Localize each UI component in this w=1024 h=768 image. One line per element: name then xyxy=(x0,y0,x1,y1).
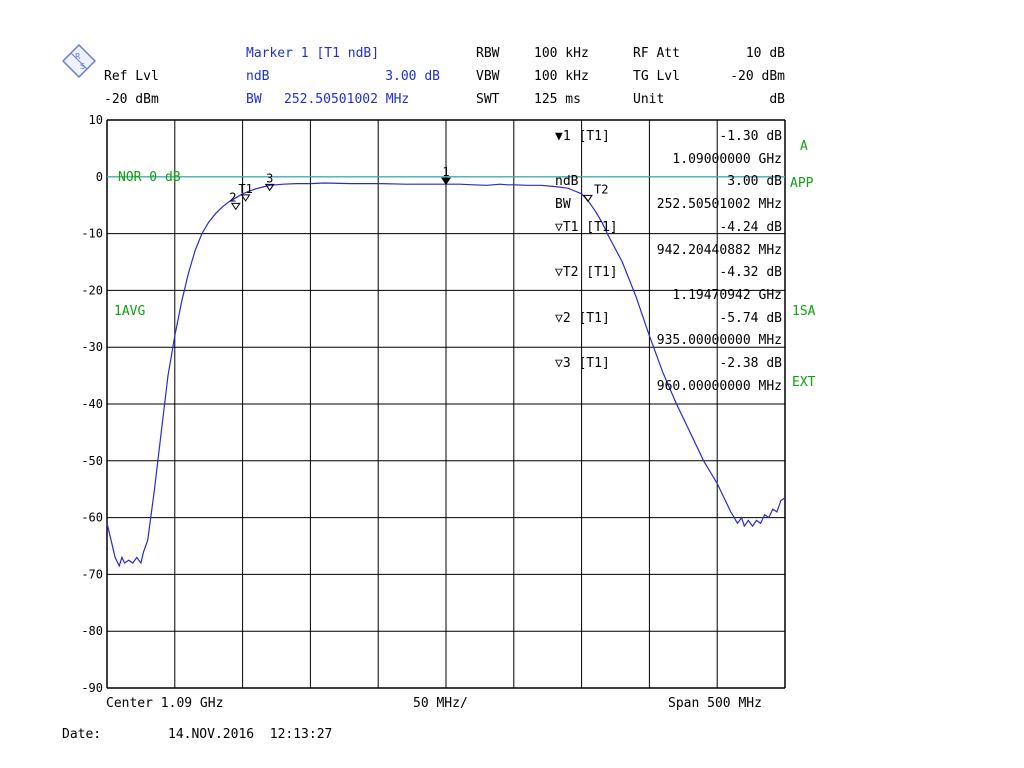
y-tick-label: 10 xyxy=(89,113,103,127)
marker-table-name: ▽2 [T1] xyxy=(555,310,610,326)
marker-table-value: -1.30 dB xyxy=(719,129,782,144)
marker-table-frequency: 960.00000000 MHz xyxy=(656,378,782,394)
y-tick-label: -80 xyxy=(81,624,103,638)
y-tick-label: -30 xyxy=(81,340,103,354)
y-tick-label: -90 xyxy=(81,681,103,695)
marker-3 xyxy=(264,183,275,192)
y-tick-label: -10 xyxy=(81,227,103,241)
marker-label-1: 1 xyxy=(442,165,449,179)
y-tick-label: -50 xyxy=(81,454,103,468)
side-label-a: A xyxy=(800,139,808,154)
marker-table-value: -2.38 dB xyxy=(719,356,782,371)
marker-1 xyxy=(441,177,451,186)
tg-lvl-value: -20 dBm xyxy=(730,69,785,84)
unit-value: dB xyxy=(769,92,785,107)
svg-text:S: S xyxy=(80,62,85,71)
per-division: 50 MHz/ xyxy=(413,696,468,711)
ndb-value: 3.00 dB xyxy=(385,69,440,84)
rbw-value: 100 kHz xyxy=(534,46,589,61)
ref-lvl-value: -20 dBm xyxy=(104,92,159,107)
nor-label: NOR 0 dB xyxy=(118,170,181,185)
marker-table-value: 3.00 dB xyxy=(727,174,782,190)
marker-label-2: 2 xyxy=(229,190,236,204)
trace-mode-label: 1AVG xyxy=(114,304,146,319)
bw-value: 252.50501002 MHz xyxy=(284,92,410,107)
marker-label-t1: T1 xyxy=(238,182,252,196)
marker-table-frequency: 942.20440882 MHz xyxy=(656,242,782,258)
tg-lvl-label: TG Lvl xyxy=(633,69,680,84)
marker-table-name: ▽3 [T1] xyxy=(555,356,610,371)
rbw-label: RBW xyxy=(476,46,500,61)
marker-t1 xyxy=(240,194,251,202)
marker-table-value: 252.50501002 MHz xyxy=(656,197,782,213)
rf-att-value: 10 dB xyxy=(745,46,785,61)
marker-table-name: ▼1 [T1] xyxy=(555,129,610,144)
marker-label-t2: T2 xyxy=(594,182,608,196)
swt-label: SWT xyxy=(476,92,500,107)
svg-text:R: R xyxy=(75,52,81,61)
rs-logo-icon: R S xyxy=(62,44,96,78)
ndb-label: ndB xyxy=(246,69,270,84)
date-label: Date: xyxy=(62,727,102,742)
bw-label: BW xyxy=(246,92,262,107)
date-value: 14.NOV.2016 12:13:27 xyxy=(168,727,333,742)
plot-grid xyxy=(106,119,786,689)
y-tick-label: -70 xyxy=(81,567,103,581)
span-value: Span 500 MHz xyxy=(668,696,762,711)
marker-table-value: -5.74 dB xyxy=(719,310,782,326)
side-label-1sa: 1SA xyxy=(792,304,816,319)
marker-table-name: BW xyxy=(555,197,571,213)
ref-lvl-label: Ref Lvl xyxy=(104,69,159,84)
swt-value: 125 ms xyxy=(534,92,581,107)
marker-layer: 1 T1 T2 2 3 xyxy=(229,165,608,211)
y-tick-label: -60 xyxy=(81,511,103,525)
y-tick-label: -40 xyxy=(81,397,103,411)
marker-table-frequency: 1.19470942 GHz xyxy=(672,287,782,303)
y-tick-label: 0 xyxy=(96,170,103,184)
marker-table-frequency: 935.00000000 MHz xyxy=(656,333,782,349)
side-label-app: APP xyxy=(790,176,814,191)
y-tick-labels: 10 0 -10 -20 -30 -40 -50 -60 -70 -80 -90 xyxy=(81,113,103,695)
marker-title: Marker 1 [T1 ndB] xyxy=(246,46,380,61)
marker-table-name: ▽T2 [T1] xyxy=(555,265,618,281)
marker-t2 xyxy=(583,194,593,203)
marker-label-3: 3 xyxy=(266,171,273,185)
unit-label: Unit xyxy=(633,92,665,107)
marker-table-name: ▽T1 [T1] xyxy=(555,219,618,235)
rf-att-label: RF Att xyxy=(633,46,680,61)
y-tick-label: -20 xyxy=(81,283,103,297)
vbw-label: VBW xyxy=(476,69,500,84)
center-frequency: Center 1.09 GHz xyxy=(106,696,224,711)
marker-table-frequency: 1.09000000 GHz xyxy=(672,151,782,167)
marker-table-name: ndB xyxy=(555,174,579,190)
marker-table-value: -4.32 dB xyxy=(719,265,782,281)
vbw-value: 100 kHz xyxy=(534,69,589,84)
marker-table-value: -4.24 dB xyxy=(719,219,782,235)
side-label-ext: EXT xyxy=(792,375,816,390)
marker-2 xyxy=(230,202,241,211)
